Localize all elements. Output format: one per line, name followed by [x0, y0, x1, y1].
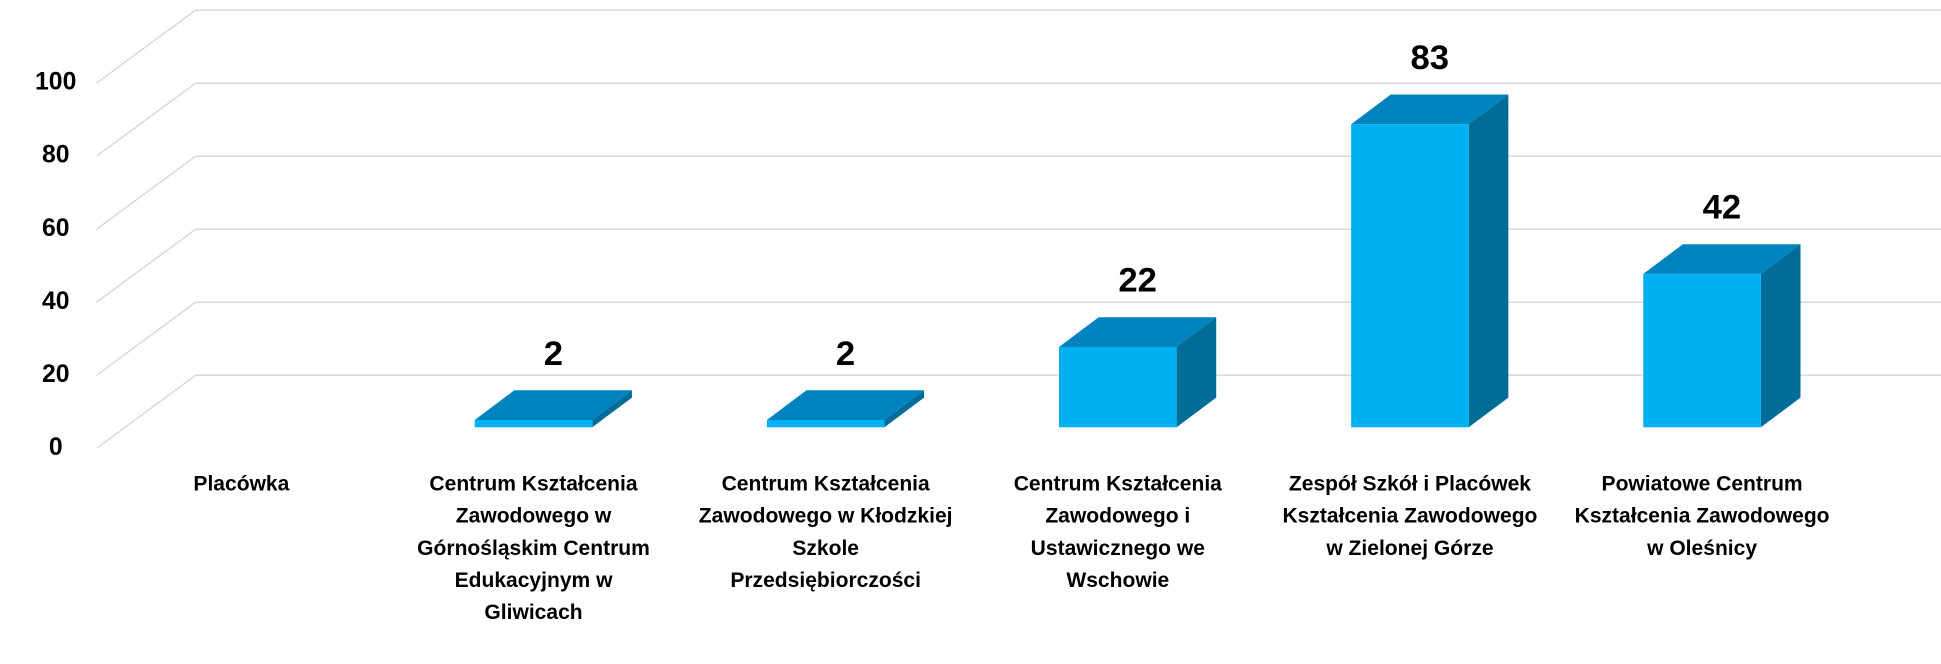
bar-top: [1059, 317, 1217, 347]
value-label: 2: [544, 335, 563, 373]
x-tick-label: Centrum Kształcenia Zawodowego w Kłodzki…: [698, 471, 953, 592]
x-label-box: Zespół Szkół i Placówek Kształcenia Zawo…: [1282, 471, 1538, 560]
x-label-box: Centrum Kształcenia Zawodowego i Ustawic…: [1013, 471, 1222, 592]
value-label: 83: [1410, 39, 1449, 77]
x-label-box: Centrum Kształcenia Zawodowego w Kłodzki…: [698, 471, 953, 592]
value-label: 2: [836, 335, 855, 373]
bar: [1643, 273, 1761, 428]
y-tick-label: 100: [35, 69, 76, 96]
x-tick-label: Powiatowe Centrum Kształcenia Zawodowego…: [1574, 471, 1830, 560]
bar-side: [1468, 94, 1509, 428]
value-label: 42: [1703, 189, 1742, 227]
x-tick-label: Zespół Szkół i Placówek Kształcenia Zawo…: [1282, 471, 1538, 560]
x-tick-label: Centrum Kształcenia Zawodowego w Górnośl…: [417, 471, 650, 625]
bar-side: [1176, 317, 1217, 428]
grid-line-depth: [96, 374, 197, 449]
bar-top: [766, 390, 925, 420]
y-tick-label: 60: [42, 215, 70, 242]
bar-top: [1351, 94, 1509, 125]
x-tick-label: Placówka: [193, 471, 290, 496]
bar-side: [592, 390, 632, 428]
grid-line-depth: [96, 155, 197, 230]
y-tick-label: 20: [42, 361, 70, 388]
bar: [1351, 124, 1469, 428]
x-label-box: Placówka: [193, 471, 290, 496]
bar-side: [884, 390, 925, 428]
bar-top: [1643, 244, 1801, 274]
bar-top: [474, 390, 632, 420]
x-label-box: Centrum Kształcenia Zawodowego w Górnośl…: [417, 471, 650, 625]
grid-line-depth: [96, 9, 197, 84]
value-label: 22: [1118, 262, 1157, 300]
bar: [1059, 346, 1177, 428]
x-tick-label: Centrum Kształcenia Zawodowego i Ustawic…: [1013, 471, 1222, 592]
bar-side: [1760, 244, 1801, 428]
bar: [474, 419, 593, 428]
x-label-box: Powiatowe Centrum Kształcenia Zawodowego…: [1574, 471, 1830, 560]
y-tick-label: 40: [42, 288, 70, 315]
y-tick-label: 0: [49, 434, 63, 461]
grid-line-depth: [96, 301, 197, 376]
y-tick-label: 80: [42, 142, 70, 169]
grid-line-depth: [96, 82, 197, 157]
grid-line-depth: [96, 228, 197, 303]
bar: [766, 419, 885, 428]
